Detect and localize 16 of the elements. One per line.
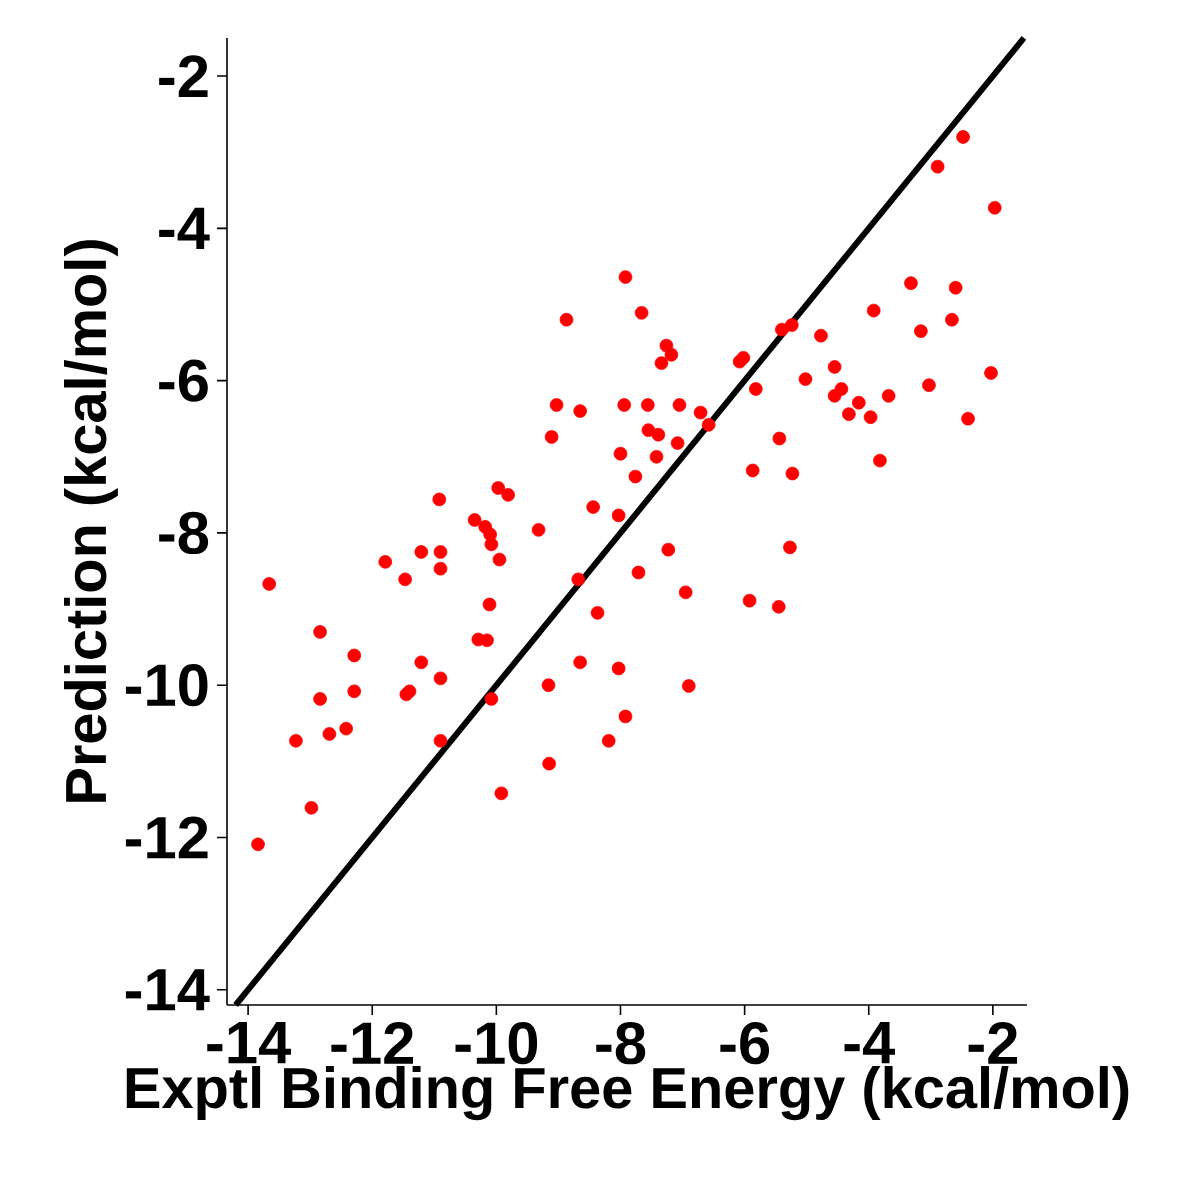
x-axis-title: Exptl Binding Free Energy (kcal/mol)	[126, 1066, 1129, 1121]
y-axis-title: Prediction (kcal/mol)	[64, 240, 118, 802]
y-tick-label: -8	[159, 511, 209, 555]
y-tick-label: -14	[125, 969, 210, 1011]
x-tick-label: -14	[207, 1022, 291, 1064]
y-tick-label: -6	[159, 359, 208, 402]
x-tick-label: -10	[455, 1022, 538, 1065]
x-tick-label: -12	[331, 1022, 414, 1064]
x-tick-label: -6	[720, 1022, 770, 1065]
x-tick-label: -8	[596, 1022, 646, 1065]
y-tick-label: -12	[125, 816, 208, 859]
x-tick-label: -4	[844, 1022, 896, 1064]
y-tick-label: -10	[125, 664, 208, 707]
y-tick-label: -2	[159, 55, 208, 97]
y-tick-label: -4	[159, 207, 210, 249]
x-tick-label: -2	[968, 1022, 1018, 1064]
